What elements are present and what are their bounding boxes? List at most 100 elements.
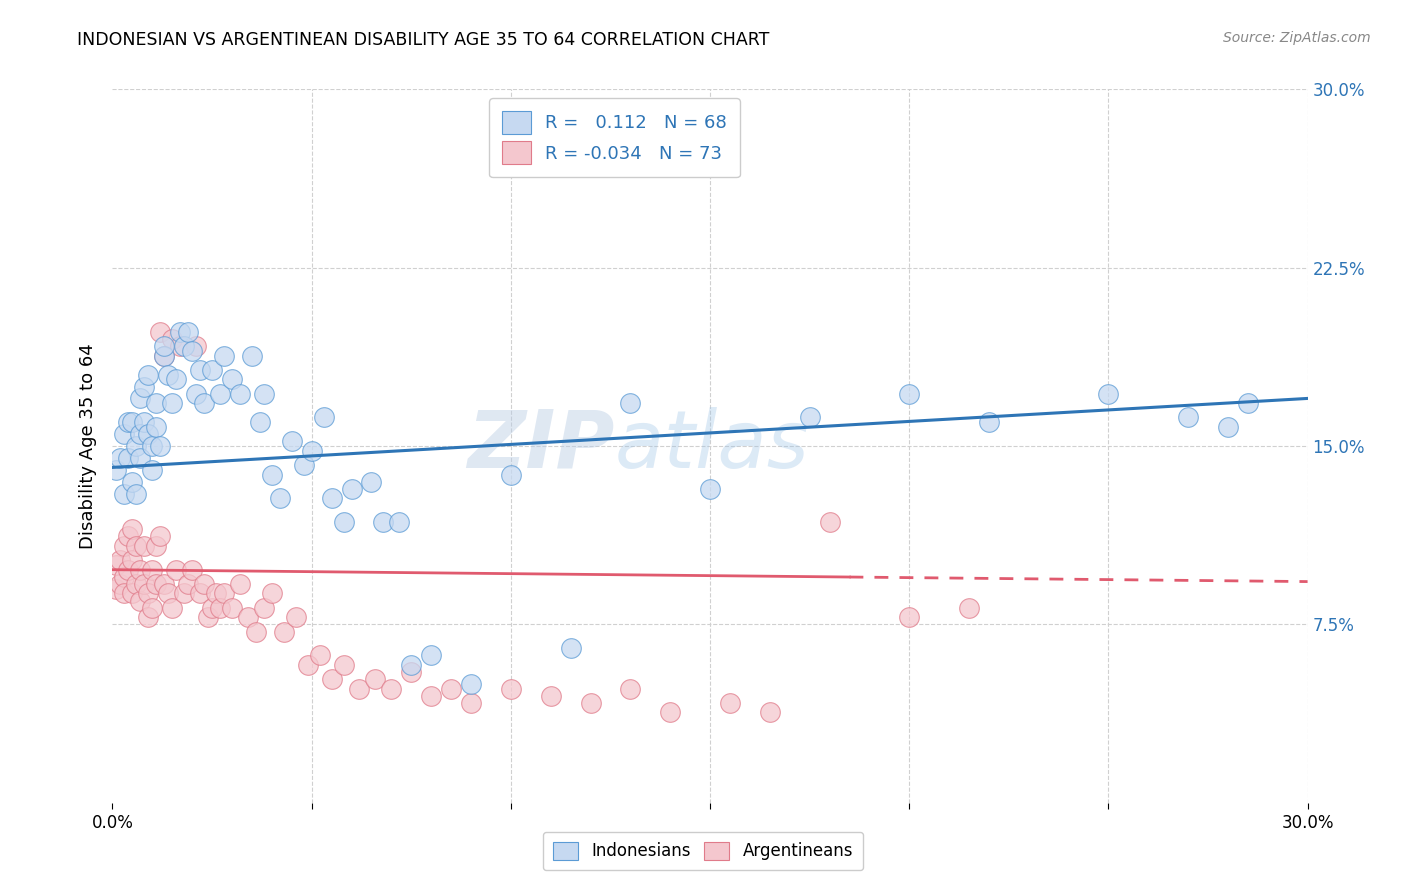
Point <box>380 681 402 696</box>
Point <box>145 396 167 410</box>
Point <box>260 467 283 482</box>
Point <box>420 648 443 663</box>
Point <box>141 463 163 477</box>
Point <box>169 325 191 339</box>
Point <box>114 539 135 553</box>
Point <box>373 515 395 529</box>
Point <box>977 415 1000 429</box>
Point <box>340 482 363 496</box>
Point <box>205 586 228 600</box>
Point <box>209 386 232 401</box>
Point <box>360 475 382 489</box>
Point <box>186 339 208 353</box>
Point <box>129 563 152 577</box>
Point <box>281 434 304 449</box>
Point <box>212 586 235 600</box>
Point <box>188 586 211 600</box>
Point <box>117 529 139 543</box>
Point <box>162 396 183 410</box>
Point <box>229 386 252 401</box>
Point <box>197 610 219 624</box>
Point <box>253 386 276 401</box>
Point <box>284 610 307 624</box>
Point <box>388 515 411 529</box>
Point <box>105 463 128 477</box>
Point <box>253 600 276 615</box>
Point <box>165 372 187 386</box>
Point <box>321 491 343 506</box>
Point <box>308 648 330 663</box>
Point <box>799 410 821 425</box>
Point <box>145 577 167 591</box>
Point <box>401 657 423 672</box>
Point <box>121 475 143 489</box>
Point <box>145 420 167 434</box>
Point <box>125 577 148 591</box>
Point <box>125 539 148 553</box>
Point <box>149 529 172 543</box>
Point <box>312 410 335 425</box>
Point <box>1177 410 1199 425</box>
Point <box>134 379 156 393</box>
Point <box>221 600 243 615</box>
Point <box>177 577 200 591</box>
Point <box>110 450 132 465</box>
Point <box>321 672 343 686</box>
Point <box>236 610 259 624</box>
Point <box>165 563 187 577</box>
Point <box>129 427 152 442</box>
Point <box>460 696 482 710</box>
Point <box>273 624 295 639</box>
Point <box>157 586 180 600</box>
Point <box>114 586 135 600</box>
Point <box>249 415 271 429</box>
Point <box>177 325 200 339</box>
Point <box>201 363 224 377</box>
Point <box>121 586 143 600</box>
Point <box>121 415 143 429</box>
Point <box>149 325 172 339</box>
Point <box>401 665 423 679</box>
Point <box>129 450 152 465</box>
Point <box>173 586 195 600</box>
Point <box>105 582 128 596</box>
Point <box>332 657 354 672</box>
Legend: R =   0.112   N = 68, R = -0.034   N = 73: R = 0.112 N = 68, R = -0.034 N = 73 <box>489 98 740 178</box>
Point <box>186 386 208 401</box>
Point <box>209 600 232 615</box>
Legend: Indonesians, Argentineans: Indonesians, Argentineans <box>543 831 863 871</box>
Point <box>1216 420 1239 434</box>
Point <box>460 677 482 691</box>
Point <box>121 553 143 567</box>
Point <box>117 415 139 429</box>
Point <box>188 363 211 377</box>
Point <box>364 672 387 686</box>
Point <box>818 515 841 529</box>
Point <box>145 539 167 553</box>
Point <box>619 681 641 696</box>
Text: Source: ZipAtlas.com: Source: ZipAtlas.com <box>1223 31 1371 45</box>
Point <box>181 343 204 358</box>
Point <box>499 467 522 482</box>
Point <box>162 332 183 346</box>
Point <box>221 372 243 386</box>
Point <box>332 515 354 529</box>
Point <box>957 600 980 615</box>
Point <box>138 586 160 600</box>
Point <box>114 486 135 500</box>
Point <box>420 689 443 703</box>
Point <box>193 396 215 410</box>
Point <box>121 522 143 536</box>
Point <box>153 339 176 353</box>
Point <box>141 563 163 577</box>
Text: ZIP: ZIP <box>467 407 614 485</box>
Point <box>134 577 156 591</box>
Point <box>260 586 283 600</box>
Point <box>193 577 215 591</box>
Point <box>169 339 191 353</box>
Point <box>117 450 139 465</box>
Point <box>138 610 160 624</box>
Point <box>141 439 163 453</box>
Point <box>110 553 132 567</box>
Point <box>114 427 135 442</box>
